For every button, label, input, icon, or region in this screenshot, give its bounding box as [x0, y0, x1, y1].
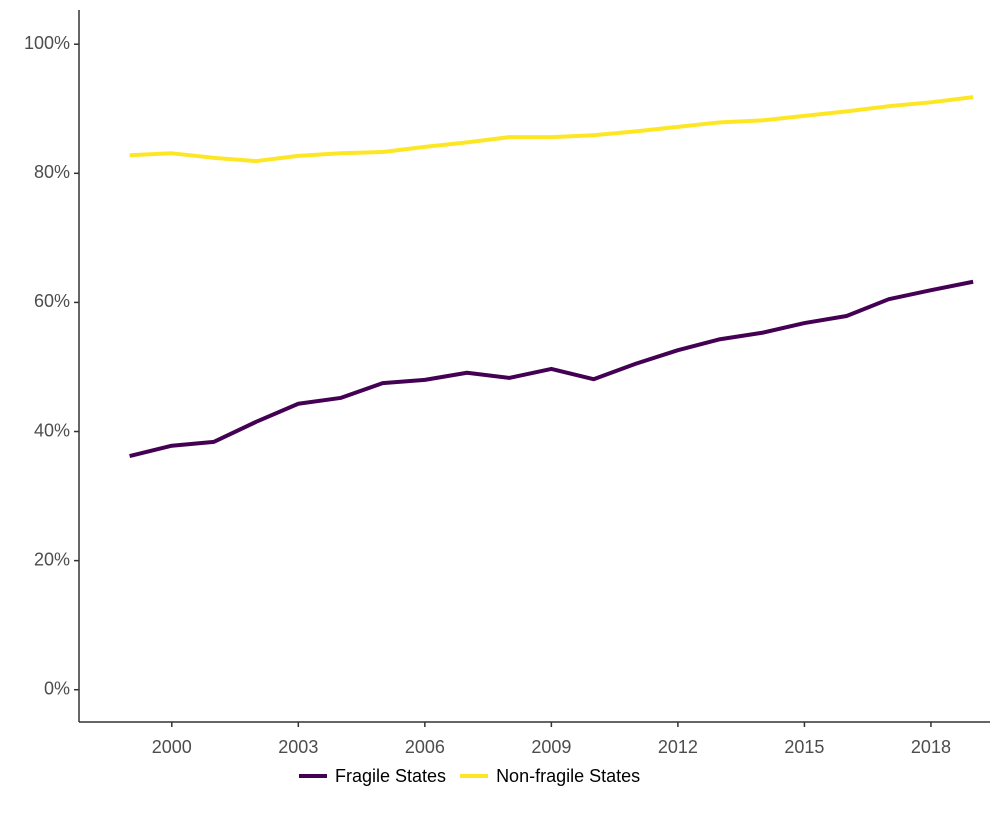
y-tick-label: 0%	[44, 678, 70, 698]
x-tick-label: 2009	[531, 737, 571, 757]
x-tick-label: 2006	[405, 737, 445, 757]
x-tick-label: 2012	[658, 737, 698, 757]
y-tick-label: 40%	[34, 420, 70, 440]
legend-label: Fragile States	[335, 766, 446, 786]
x-tick-label: 2018	[911, 737, 951, 757]
y-tick-label: 60%	[34, 291, 70, 311]
x-tick-label: 2000	[152, 737, 192, 757]
series-line	[129, 95, 974, 164]
y-tick-label: 100%	[24, 33, 70, 53]
x-tick-label: 2015	[784, 737, 824, 757]
y-tick-label: 20%	[34, 549, 70, 569]
x-tick-label: 2003	[278, 737, 318, 757]
series-line	[129, 279, 974, 458]
y-tick-label: 80%	[34, 162, 70, 182]
legend-label: Non-fragile States	[496, 766, 640, 786]
